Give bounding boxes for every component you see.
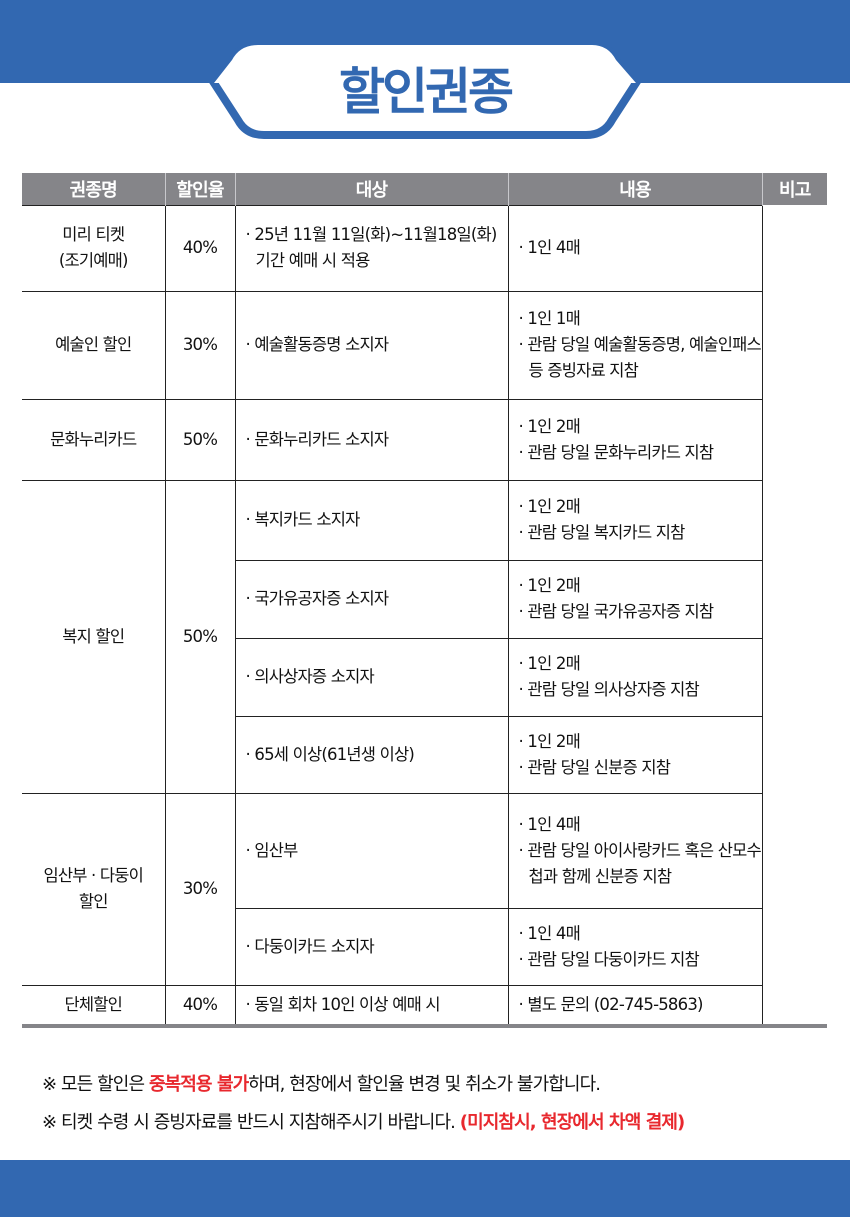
content-line: · 1인 2매: [518, 654, 581, 673]
note-cell: [761, 205, 827, 1024]
title-banner: [209, 41, 641, 139]
content: · 1인 4매 · 관람 당일 아이사랑카드 혹은 산모수첩과 함께 신분증 지참: [507, 792, 763, 909]
target: · 동일 회차 10인 이상 예매 시: [234, 984, 509, 1024]
rate: 40%: [164, 984, 236, 1024]
page-title: 할인권종: [339, 63, 514, 121]
content: · 1인 2매 · 관람 당일 문화누리카드 지참: [507, 398, 763, 481]
table-row: 단체할인 40% · 동일 회차 10인 이상 예매 시 · 별도 문의 (02…: [22, 984, 827, 1024]
table-row: 미리 티켓 (조기예매) 40% · 25년 11월 11일(화)~11월18일…: [22, 204, 827, 1024]
target: · 복지카드 소지자: [234, 479, 509, 561]
ticket-name: 예술인 할인: [22, 290, 166, 400]
content-line: · 관람 당일 복지카드 지참: [518, 523, 686, 542]
content-line: · 관람 당일 다둥이카드 지참: [518, 949, 700, 969]
content-line: · 1인 2매: [518, 576, 581, 595]
table-header: 권종명 할인율 대상 내용 비고: [22, 173, 827, 205]
content: · 1인 4매 · 관람 당일 다둥이카드 지참: [507, 907, 763, 986]
table-row: 예술인 할인 30% · 예술활동증명 소지자 · 1인 1매 · 관람 당일 예…: [22, 290, 827, 400]
content: · 1인 4매: [507, 204, 763, 292]
note-line: ※ 티켓 수령 시 증빙자료를 반드시 지참해주시기 바랍니다. (미지참시, …: [42, 1104, 686, 1142]
ticket-name: 임산부 · 다둥이 할인: [22, 792, 166, 986]
table-row: · 다둥이카드 소지자 · 1인 4매 · 관람 당일 다둥이카드 지참: [22, 907, 827, 986]
target: · 의사상자증 소지자: [235, 637, 509, 717]
content: · 1인 2매 · 관람 당일 의사상자증 지참: [507, 637, 763, 717]
table-row: 복지 할인 50% · 복지카드 소지자 · 1인 2매 · 관람 당일 복지카드…: [22, 479, 827, 794]
content-line: · 관람 당일 신분증 지참: [518, 757, 671, 777]
rate: 50%: [164, 479, 236, 794]
target-line: · 25년 11월 11일(화)~11월18일(화): [245, 225, 498, 244]
content-line: · 1인 4매: [518, 814, 581, 834]
ticket-name: 단체할인: [22, 984, 166, 1024]
target: · 임산부: [234, 792, 509, 909]
note-text: ※ 티켓 수령 시 증빙자료를 반드시 지참해주시기 바랍니다.: [42, 1112, 460, 1133]
content-line: · 관람 당일 아이사랑카드 혹은 산모수첩과 함께 신분증 지참: [518, 840, 762, 886]
content-line: · 1인 4매: [518, 238, 581, 257]
target: · 65세 이상(61년생 이상): [235, 715, 509, 794]
target: · 국가유공자증 소지자: [235, 559, 509, 639]
target: · 예술활동증명 소지자: [234, 290, 509, 400]
rate: 50%: [164, 398, 236, 481]
header-rate: 할인율: [164, 173, 235, 205]
ticket-name: 미리 티켓 (조기예매): [22, 204, 166, 292]
header-content: 내용: [507, 173, 762, 205]
table-row: 임산부 · 다둥이 할인 30% · 임산부 · 1인 4매 · 관람 당일 아이…: [22, 792, 827, 986]
content: · 1인 1매 · 관람 당일 예술활동증명, 예술인패스 등 증빙자료 지참: [507, 290, 763, 400]
target: · 25년 11월 11일(화)~11월18일(화) 기간 예매 시 적용: [234, 204, 509, 292]
content-line: · 1인 4매: [518, 923, 581, 943]
content: · 1인 2매 · 관람 당일 신분증 지참: [507, 715, 763, 794]
content-line: · 1인 1매: [518, 309, 581, 328]
content-line: · 관람 당일 예술활동증명, 예술인패스 등 증빙자료 지참: [518, 335, 762, 380]
target-line: 기간 예매 시 적용: [255, 251, 371, 270]
table-row: · 의사상자증 소지자 · 1인 2매 · 관람 당일 의사상자증 지참: [22, 637, 827, 717]
content-line: · 관람 당일 의사상자증 지참: [518, 680, 700, 699]
target: · 문화누리카드 소지자: [234, 398, 509, 481]
content-line: · 1인 2매: [518, 497, 581, 516]
content-line: · 관람 당일 문화누리카드 지참: [518, 442, 715, 462]
note-text: ※ 모든 할인은: [42, 1074, 149, 1095]
content-line: · 관람 당일 국가유공자증 지참: [518, 602, 715, 621]
table-bottom-rule: [22, 1024, 827, 1028]
table-row: · 65세 이상(61년생 이상) · 1인 2매 · 관람 당일 신분증 지참: [22, 715, 827, 794]
header-target: 대상: [234, 173, 508, 205]
header-name: 권종명: [22, 173, 165, 205]
rate: 40%: [164, 204, 236, 292]
rate: 30%: [164, 290, 236, 400]
notes: ※ 모든 할인은 중복적용 불가하며, 현장에서 할인율 변경 및 취소가 불가…: [42, 1066, 686, 1142]
ticket-name: 문화누리카드: [22, 398, 166, 481]
discount-table: 권종명 할인율 대상 내용 비고 미리 티켓 (조기예매) 40% · 25년 …: [22, 173, 827, 1024]
rate: 30%: [164, 792, 236, 986]
content: · 별도 문의 (02-745-5863): [507, 984, 763, 1024]
note-line: ※ 모든 할인은 중복적용 불가하며, 현장에서 할인율 변경 및 취소가 불가…: [42, 1066, 684, 1104]
target: · 다둥이카드 소지자: [235, 907, 509, 986]
table-row: 문화누리카드 50% · 문화누리카드 소지자 · 1인 2매 · 관람 당일 문…: [22, 398, 827, 481]
footer-band: [0, 1160, 850, 1217]
content-line: · 1인 2매: [518, 731, 581, 751]
ticket-name: 복지 할인: [22, 479, 166, 794]
content: · 1인 2매 · 관람 당일 복지카드 지참: [507, 479, 763, 561]
header-note: 비고: [761, 173, 827, 205]
note-text: 하며, 현장에서 할인율 변경 및 취소가 불가합니다.: [248, 1074, 601, 1095]
content: · 1인 2매 · 관람 당일 국가유공자증 지참: [507, 559, 763, 639]
note-highlight: (미지참시, 현장에서 차액 결제): [459, 1112, 686, 1133]
note-highlight: 중복적용 불가: [148, 1074, 249, 1095]
content-line: · 1인 2매: [518, 416, 581, 436]
